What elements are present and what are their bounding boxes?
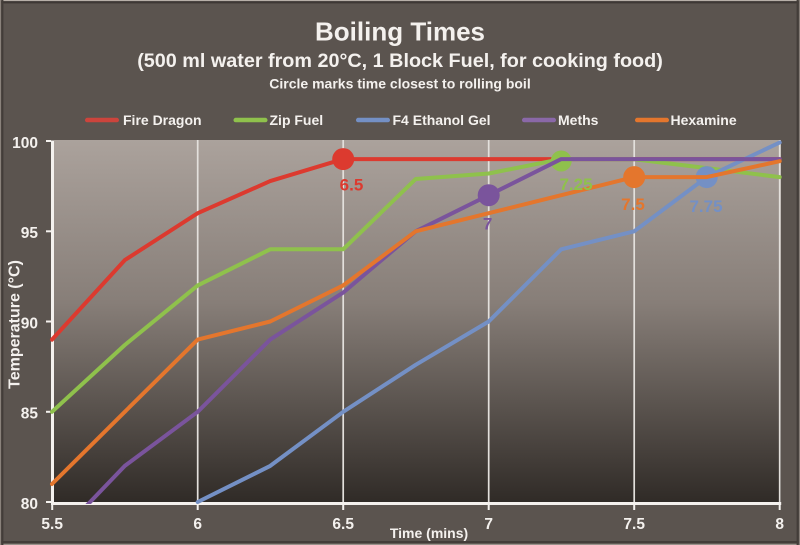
svg-text:100: 100 [12, 135, 38, 152]
svg-text:Temperature (°C): Temperature (°C) [7, 260, 24, 389]
svg-text:5.5: 5.5 [41, 516, 63, 533]
svg-text:Circle marks time closest to r: Circle marks time closest to rolling boi… [269, 76, 530, 92]
svg-text:F4 Ethanol Gel: F4 Ethanol Gel [393, 112, 491, 128]
svg-text:90: 90 [21, 315, 38, 332]
svg-text:80: 80 [21, 496, 38, 513]
svg-text:95: 95 [21, 225, 39, 242]
svg-text:(500 ml water from 20°C, 1 Blo: (500 ml water from 20°C, 1 Block Fuel, f… [137, 50, 663, 72]
svg-text:Meths: Meths [558, 112, 599, 128]
svg-text:7.25: 7.25 [559, 175, 592, 194]
svg-text:7.5: 7.5 [621, 195, 645, 214]
svg-text:7: 7 [483, 214, 492, 233]
svg-text:6.5: 6.5 [340, 176, 364, 195]
svg-text:Time (mins): Time (mins) [390, 525, 468, 541]
svg-text:7: 7 [484, 516, 493, 533]
svg-text:Hexamine: Hexamine [671, 112, 737, 128]
svg-text:Zip Fuel: Zip Fuel [270, 112, 324, 128]
svg-text:85: 85 [21, 406, 39, 423]
svg-text:6: 6 [193, 516, 202, 533]
svg-text:8: 8 [775, 516, 784, 533]
svg-text:7.75: 7.75 [689, 197, 722, 216]
svg-text:7.5: 7.5 [623, 516, 645, 533]
svg-text:Boiling Times: Boiling Times [315, 17, 485, 47]
svg-text:Fire Dragon: Fire Dragon [123, 112, 202, 128]
svg-text:6.5: 6.5 [332, 516, 354, 533]
